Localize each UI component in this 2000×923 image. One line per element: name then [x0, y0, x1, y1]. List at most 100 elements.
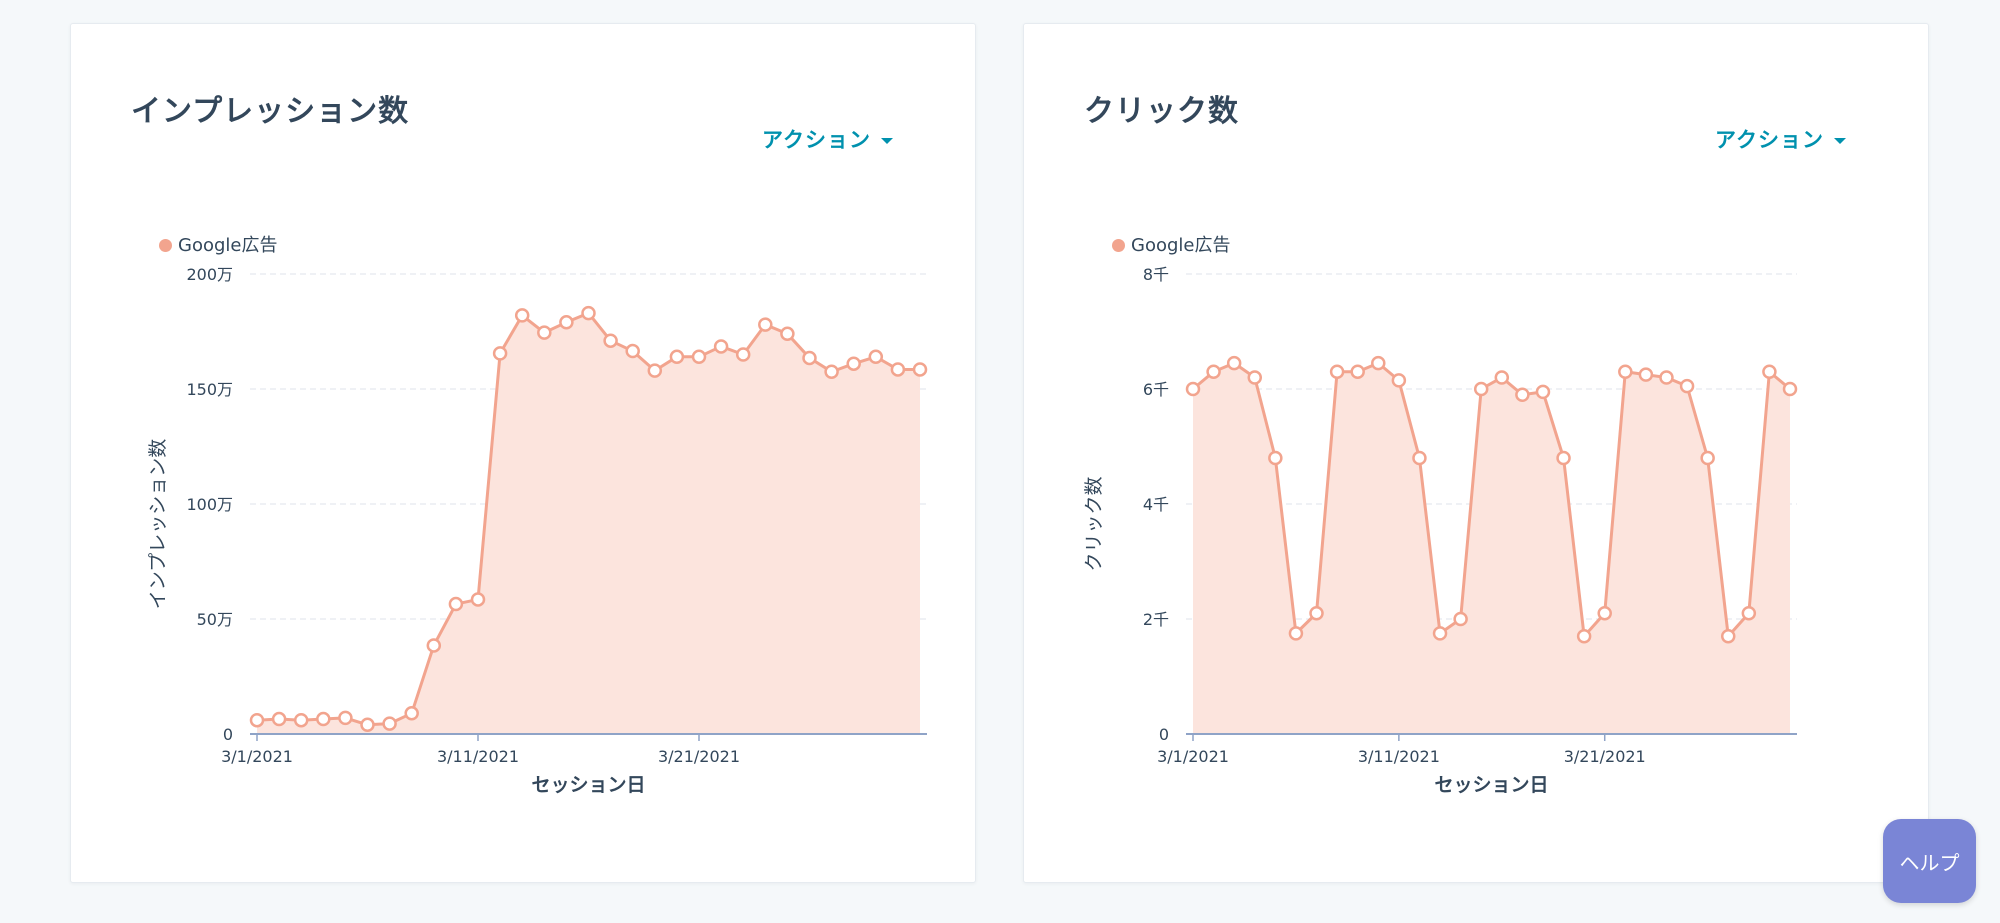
- data-point: [360, 717, 375, 733]
- data-point: [691, 349, 707, 365]
- legend-swatch: [1112, 239, 1125, 252]
- data-point: [1432, 626, 1448, 641]
- data-point: [868, 349, 884, 365]
- data-point: [448, 596, 464, 612]
- data-point: [1679, 378, 1695, 394]
- data-point: [404, 706, 419, 721]
- caret-down-icon: [1834, 138, 1846, 144]
- data-point: [1741, 606, 1757, 621]
- x-tick-label: 3/21/2021: [658, 747, 740, 766]
- data-point: [492, 346, 508, 361]
- actions-dropdown[interactable]: アクション: [762, 124, 893, 154]
- data-point: [846, 356, 861, 371]
- data-point: [581, 305, 596, 321]
- data-point: [1473, 381, 1489, 397]
- data-point: [271, 711, 287, 727]
- data-point: [1185, 381, 1201, 397]
- actions-dropdown[interactable]: アクション: [1715, 124, 1846, 154]
- data-point: [293, 712, 309, 728]
- help-button[interactable]: ヘルプ: [1883, 819, 1976, 903]
- data-point: [537, 325, 552, 340]
- data-point: [735, 347, 751, 362]
- data-point: [1350, 364, 1365, 379]
- data-point: [625, 343, 640, 359]
- data-point: [338, 710, 353, 726]
- data-point: [1247, 370, 1263, 385]
- actions-label: アクション: [1715, 128, 1824, 152]
- data-point: [647, 363, 663, 378]
- y-tick-label: 2千: [1143, 610, 1169, 629]
- series-area: [1193, 363, 1790, 734]
- chart-legend: Google広告: [1112, 231, 1230, 257]
- legend-label: Google広告: [178, 235, 278, 256]
- data-point: [1206, 364, 1221, 379]
- data-point: [1268, 450, 1283, 466]
- data-point: [1576, 629, 1592, 644]
- data-point: [1535, 384, 1551, 400]
- y-tick-label: 0: [223, 725, 233, 744]
- y-tick-label: 6千: [1143, 380, 1169, 399]
- data-point: [1309, 606, 1324, 621]
- caret-down-icon: [881, 138, 893, 144]
- data-point: [1782, 381, 1798, 397]
- x-tick-label: 3/11/2021: [1358, 747, 1440, 766]
- data-point: [382, 716, 397, 731]
- series-line: [1192, 361, 1791, 638]
- data-point: [890, 362, 906, 377]
- actions-label: アクション: [762, 128, 871, 152]
- data-point: [1762, 364, 1777, 379]
- card-title: インプレッション数: [131, 94, 410, 129]
- data-point: [559, 315, 574, 330]
- x-tick-label: 3/1/2021: [221, 747, 293, 766]
- data-point: [912, 362, 928, 377]
- x-tick-label: 3/1/2021: [1157, 747, 1229, 766]
- data-point: [1329, 364, 1345, 379]
- data-point: [669, 349, 685, 365]
- data-point: [1556, 450, 1571, 466]
- data-point: [426, 638, 442, 653]
- card-title: クリック数: [1084, 94, 1239, 129]
- data-point: [1226, 355, 1242, 371]
- data-point: [1391, 373, 1407, 388]
- data-point: [713, 339, 729, 354]
- y-tick-label: 100万: [186, 495, 233, 514]
- data-point: [1494, 370, 1510, 385]
- y-tick-label: 150万: [186, 380, 233, 399]
- clicks-card: クリック数 アクション Google広告 0 2千 4千 6千 8千 3/1/2021 3/…: [1023, 23, 1929, 883]
- data-point: [1412, 450, 1427, 466]
- data-point: [1618, 364, 1633, 379]
- data-point: [470, 592, 486, 607]
- data-point: [1515, 387, 1530, 402]
- y-tick-label: 200万: [186, 265, 233, 284]
- data-point: [603, 333, 618, 348]
- data-point: [758, 317, 773, 332]
- impressions-chart: 0 50万 100万 150万 200万 3/1/2021 3/11/2021 3/21/20…: [147, 265, 928, 796]
- data-point: [316, 711, 331, 727]
- series-area: [257, 313, 920, 734]
- data-point: [1371, 355, 1386, 371]
- y-tick-label: 0: [1159, 725, 1169, 744]
- data-point: [514, 308, 530, 323]
- x-tick-label: 3/21/2021: [1564, 747, 1646, 766]
- data-point: [1638, 367, 1654, 382]
- x-axis-title: セッション日: [531, 774, 645, 796]
- y-tick-label: 8千: [1143, 265, 1169, 284]
- y-axis-title: インプレッション数: [147, 439, 169, 609]
- clicks-chart: 0 2千 4千 6千 8千 3/1/2021 3/11/2021 3/21/2021 セッション…: [1083, 265, 1798, 796]
- data-point: [780, 326, 795, 342]
- data-point: [1597, 606, 1612, 621]
- y-tick-label: 4千: [1143, 495, 1169, 514]
- data-point: [1288, 626, 1304, 641]
- y-tick-label: 50万: [197, 610, 233, 629]
- x-tick-label: 3/11/2021: [437, 747, 519, 766]
- data-point: [1700, 450, 1715, 466]
- legend-label: Google広告: [1131, 235, 1231, 256]
- y-axis-title: クリック数: [1083, 476, 1105, 571]
- data-point: [824, 364, 839, 379]
- data-point: [1720, 629, 1736, 644]
- chart-legend: Google広告: [159, 231, 277, 257]
- legend-swatch: [159, 239, 172, 252]
- x-axis-title: セッション日: [1434, 774, 1548, 796]
- data-point: [802, 350, 817, 366]
- data-point: [1453, 611, 1468, 627]
